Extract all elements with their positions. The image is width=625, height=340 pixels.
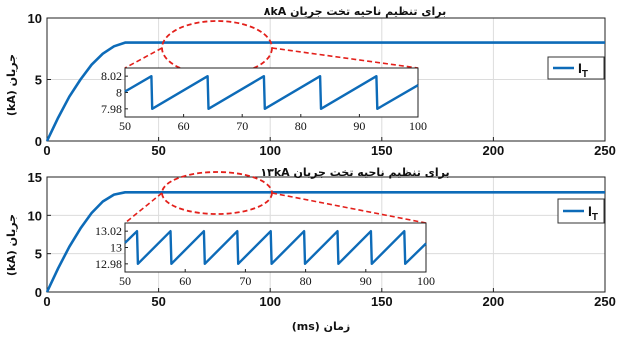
inset-y-tick-label: 8.02: [101, 69, 122, 83]
y-tick-label: 5: [35, 247, 42, 262]
y-tick-label: 10: [28, 208, 42, 223]
x-tick-label: 150: [371, 294, 393, 309]
y-tick-label: 0: [35, 285, 42, 300]
legend-label: IT: [588, 203, 598, 223]
inset-y-tick-label: 12.98: [95, 257, 122, 271]
zoom-inset: 50 60 70 80 90 100 13.02 13 12.98: [95, 222, 435, 288]
inset-x-tick-label: 80: [300, 274, 312, 288]
zoom-connector-right: [271, 192, 427, 224]
zoom-connector-left: [124, 192, 163, 224]
x-tick-label: 50: [151, 143, 165, 158]
inset-ripple-line: [124, 74, 419, 111]
x-tick-label: 250: [594, 143, 616, 158]
inset-y-tick-label: 13.02: [95, 224, 122, 238]
x-tick-label: 200: [483, 294, 505, 309]
x-tick-label: 200: [483, 143, 505, 158]
inset-x-tick-label: 50: [119, 119, 131, 133]
inset-x-tick-label: 70: [236, 119, 248, 133]
x-tick-label: 100: [259, 294, 281, 309]
legend-label-subscript: T: [582, 69, 588, 80]
legend-label-subscript: T: [592, 212, 598, 223]
x-tick-label: 100: [259, 143, 281, 158]
inset-y-tick-label: 13: [110, 241, 122, 255]
zoom-ellipse: [161, 20, 273, 76]
plot-frame: [46, 176, 606, 293]
inset-x-tick-label: 80: [295, 119, 307, 133]
x-axis-label: زمان (ms): [292, 320, 351, 333]
zoom-connector-right: [271, 47, 419, 69]
zoom-connector-left: [124, 47, 163, 69]
y-tick-label: 15: [28, 170, 42, 185]
x-tick-label: 50: [151, 294, 165, 309]
zoom-inset: 50 60 70 80 90 100 8.02 8 7.98: [101, 67, 427, 133]
x-tick-label: 0: [43, 143, 50, 158]
inset-x-tick-label: 60: [178, 119, 190, 133]
top-panel: 0 50 100 150 200 250 0 5 10 برای تنظیم ناحیه تخت …: [5, 5, 616, 158]
inset-y-tick-label: 7.98: [101, 102, 122, 116]
bottom-panel: 0 50 100 150 200 250 0 5 10 15 برای تنظیم ناحیه تخ…: [5, 166, 616, 309]
chart-title: برای تنظیم ناحیه تخت جریان ۱۳kA: [260, 166, 449, 179]
y-axis-label: جریان (kA): [5, 214, 18, 276]
x-tick-label: 150: [371, 143, 393, 158]
y-axis-label: جریان (kA): [5, 54, 18, 116]
y-tick-label: 0: [35, 134, 42, 149]
inset-x-tick-label: 50: [119, 274, 131, 288]
inset-frame: [124, 67, 419, 118]
inset-y-tick-label: 8: [116, 86, 122, 100]
inset-x-tick-label: 100: [409, 119, 427, 133]
legend: IT: [547, 56, 605, 80]
series-line-it: [45, 191, 605, 293]
y-tick-label: 5: [35, 73, 42, 88]
legend: IT: [557, 198, 605, 224]
inset-frame: [124, 222, 427, 273]
x-tick-label: 250: [594, 294, 616, 309]
legend-label: IT: [578, 60, 588, 80]
inset-ripple-line: [124, 229, 427, 265]
inset-x-tick-label: 60: [179, 274, 191, 288]
inset-x-tick-label: 90: [360, 274, 372, 288]
inset-x-tick-label: 70: [239, 274, 251, 288]
series-line-it: [45, 41, 605, 142]
x-tick-label: 0: [43, 294, 50, 309]
legend-box: [547, 56, 605, 80]
y-tick-label: 10: [28, 11, 42, 26]
chart-title: برای تنظیم ناحیه تخت جریان ۸kA: [264, 5, 446, 18]
inset-x-tick-label: 100: [417, 274, 435, 288]
inset-x-tick-label: 90: [353, 119, 365, 133]
